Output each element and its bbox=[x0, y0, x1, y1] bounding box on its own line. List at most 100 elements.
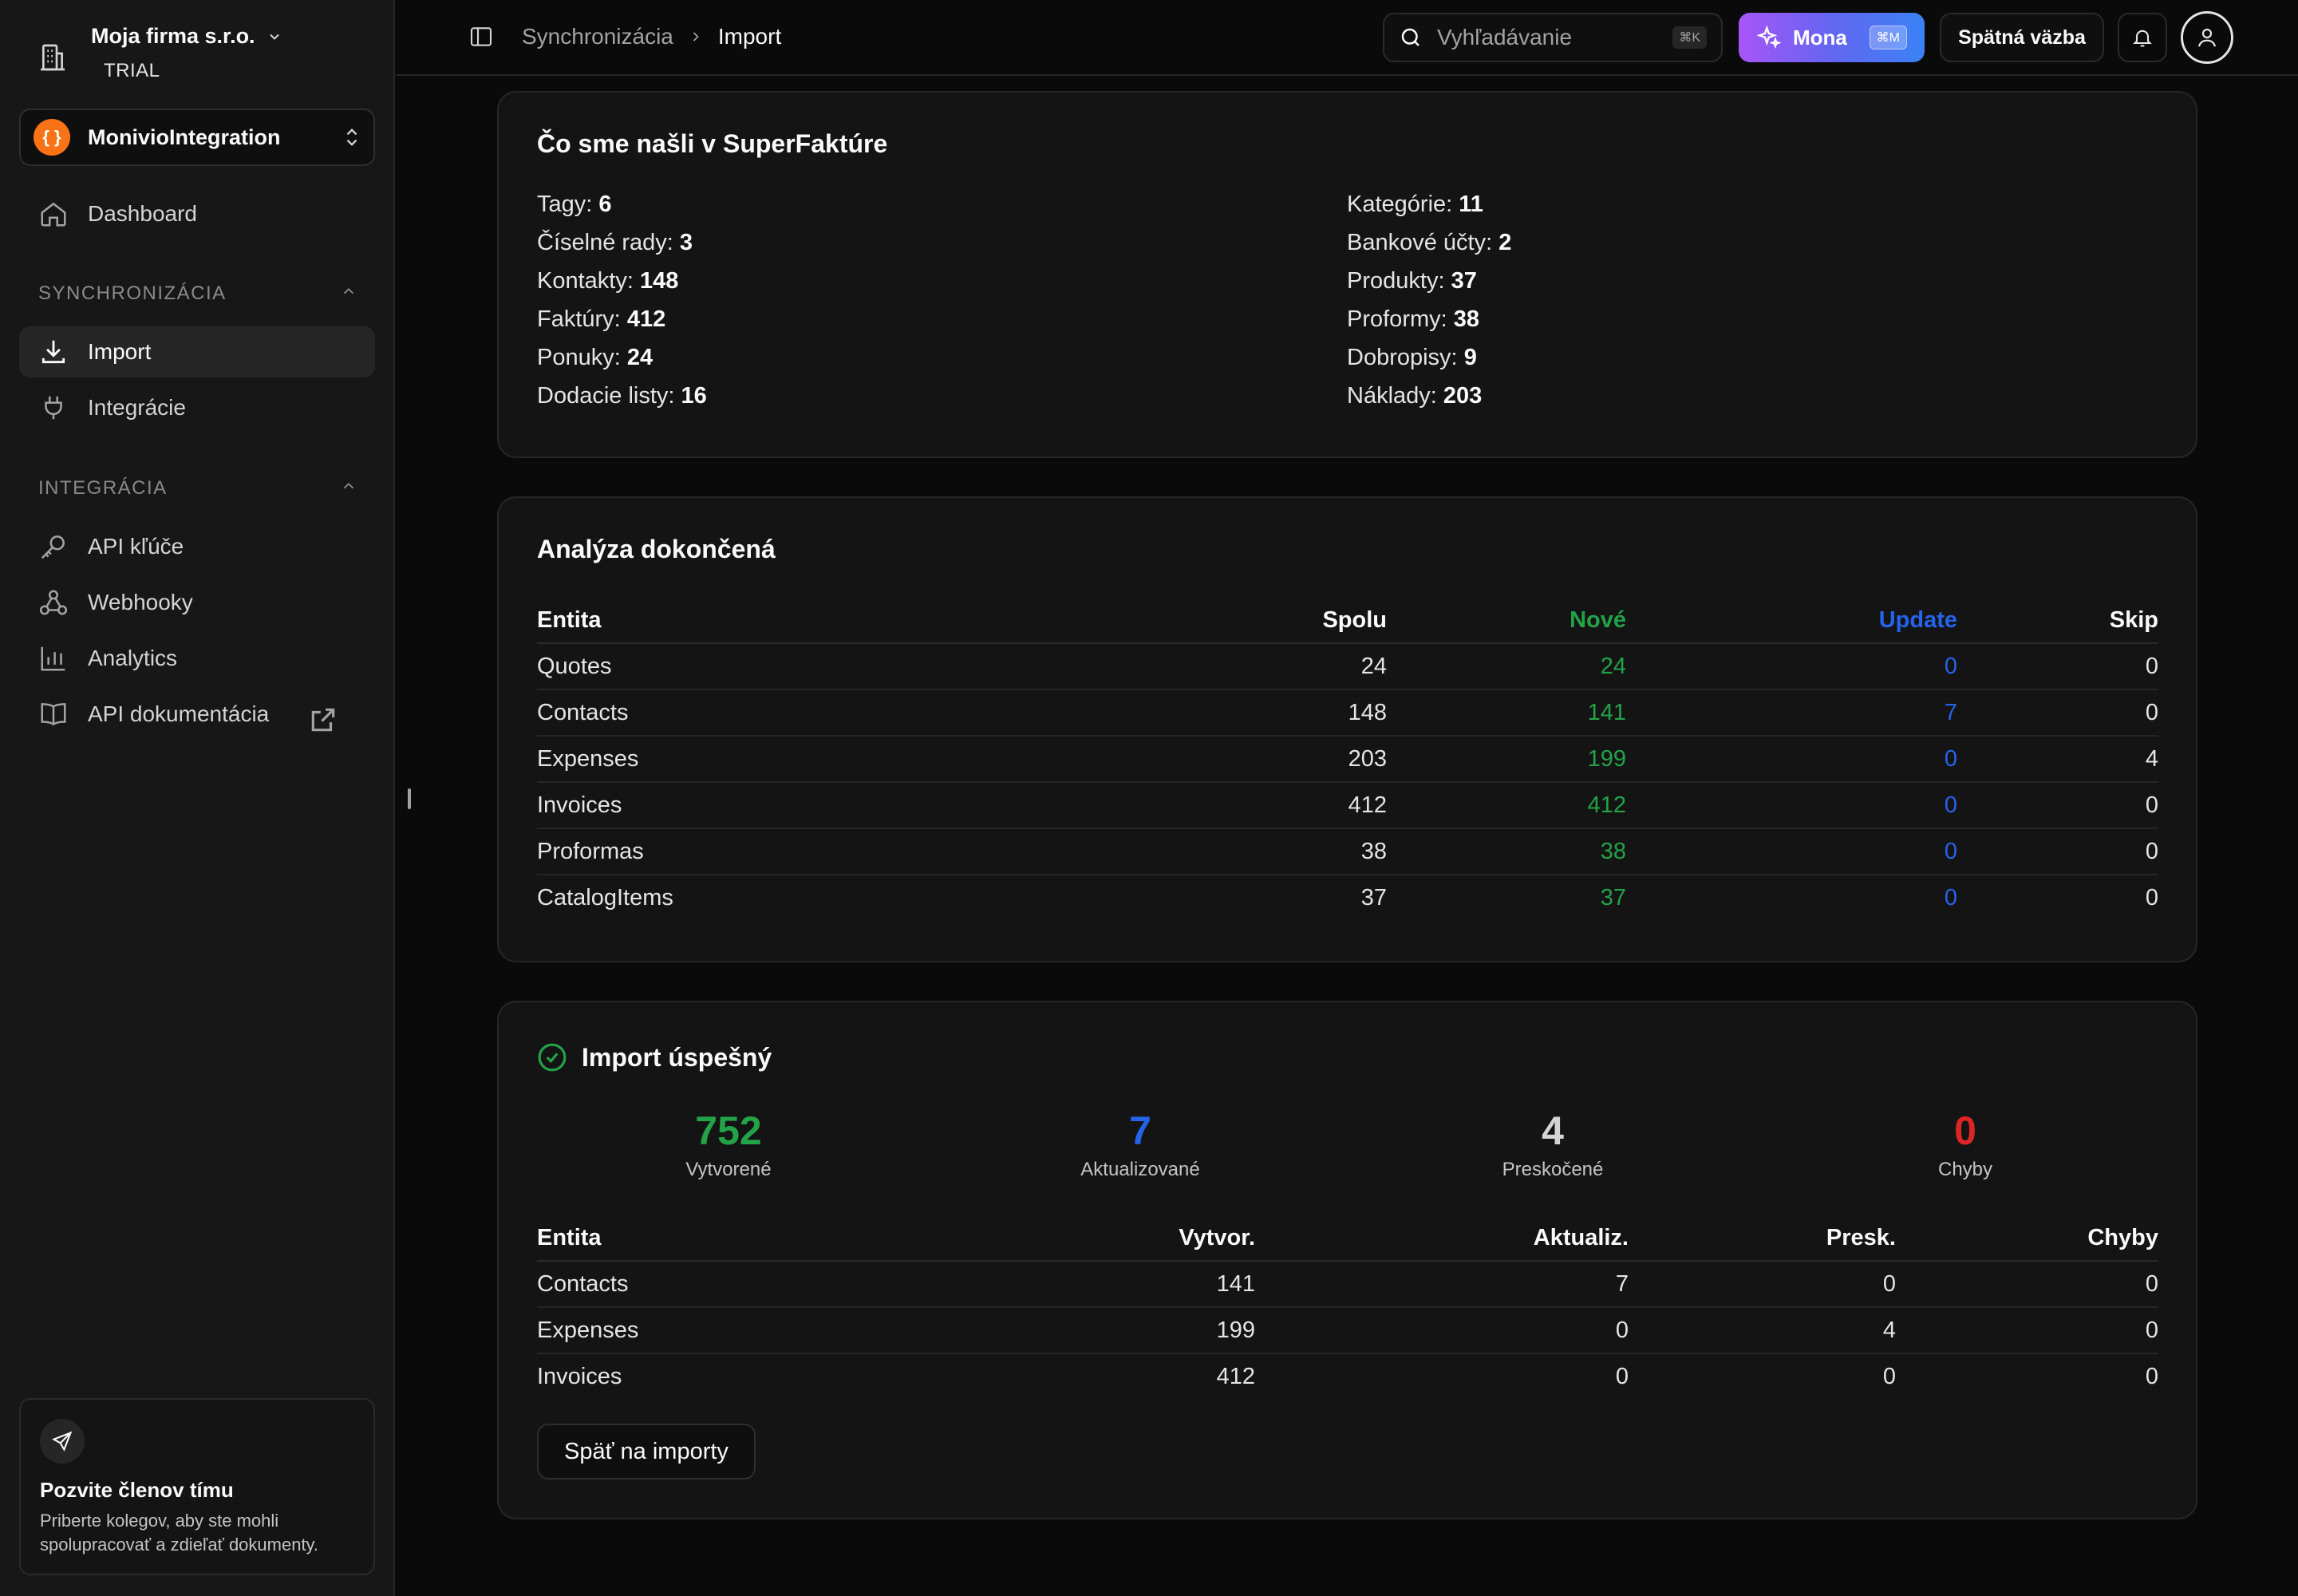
cell-created: 199 bbox=[936, 1307, 1255, 1354]
found-item: Kontakty: 148 bbox=[537, 268, 679, 294]
mona-shortcut: ⌘M bbox=[1869, 26, 1907, 49]
notifications-button[interactable] bbox=[2118, 13, 2167, 62]
breadcrumb-import: Import bbox=[717, 24, 782, 49]
cell-skip: 0 bbox=[2145, 885, 2158, 911]
sidebar-resize-handle[interactable] bbox=[408, 788, 411, 809]
chevron-up-icon bbox=[343, 287, 354, 294]
stat-updated-value: 7 bbox=[1129, 1108, 1151, 1153]
found-item: Bankové účty: 2 bbox=[1347, 230, 1512, 255]
found-item: Proformy: 38 bbox=[1347, 306, 1480, 332]
stat-skipped-value: 4 bbox=[1542, 1108, 1564, 1153]
table-header-row: Entita Spolu Nové Update Skip bbox=[537, 598, 2158, 644]
cell-entity: Invoices bbox=[537, 782, 1016, 829]
org-switcher[interactable]: Moja firma s.r.o. TRIAL bbox=[37, 19, 356, 94]
chevron-up-down-icon bbox=[346, 128, 357, 146]
section-title-sync: SYNCHRONIZÁCIA bbox=[38, 282, 227, 304]
col-new: Nové bbox=[1387, 598, 1626, 644]
cell-entity: Expenses bbox=[537, 736, 1016, 783]
table-row: Quotes 24 24 0 0 bbox=[537, 643, 2158, 690]
cell-updated: 7 bbox=[1255, 1261, 1629, 1308]
table-row: CatalogItems 37 37 0 0 bbox=[537, 875, 2158, 921]
nav-label: Integrácie bbox=[88, 395, 186, 420]
nav-webhooks[interactable]: Webhooky bbox=[19, 577, 375, 628]
invite-card[interactable]: Pozvite členov tímu Priberte kolegov, ab… bbox=[19, 1398, 375, 1575]
stat-created-label: Vytvorené bbox=[685, 1159, 772, 1180]
cell-update: 0 bbox=[1626, 828, 1957, 875]
cell-update: 7 bbox=[1626, 689, 1957, 737]
stat-skipped-label: Preskočené bbox=[1502, 1159, 1604, 1180]
col-errors: Chyby bbox=[1896, 1216, 2158, 1262]
cell-skip: 0 bbox=[1957, 782, 2158, 829]
key-icon bbox=[41, 535, 65, 559]
cell-skip: 0 bbox=[1957, 689, 2158, 737]
book-icon bbox=[41, 703, 66, 726]
col-entity: Entita bbox=[537, 598, 1016, 644]
back-to-imports-button[interactable]: Späť na importy bbox=[537, 1424, 756, 1479]
nav-integrations[interactable]: Integrácie bbox=[19, 382, 375, 433]
col-update: Update bbox=[1626, 598, 1957, 644]
breadcrumb-sync[interactable]: Synchronizácia bbox=[522, 24, 673, 49]
col-entity: Entita bbox=[537, 1216, 936, 1262]
nav-label: Webhooky bbox=[88, 590, 193, 614]
result-stats: 752 Vytvorené 7 Aktualizované 4 Preskoče… bbox=[537, 1108, 2158, 1195]
stat-errors-value: 0 bbox=[1954, 1108, 1976, 1153]
cell-errors: 0 bbox=[1896, 1261, 2158, 1308]
project-switcher[interactable]: { } MonivioIntegration bbox=[19, 109, 375, 166]
search-input[interactable]: Vyhľadávanie ⌘K bbox=[1383, 13, 1723, 62]
table-row: Proformas 38 38 0 0 bbox=[537, 828, 2158, 875]
nav-label: Dashboard bbox=[88, 201, 197, 226]
feedback-button[interactable]: Spätná väzba bbox=[1940, 13, 2104, 62]
cell-entity: Contacts bbox=[537, 689, 1016, 737]
analysis-table: Entita Spolu Nové Update Skip Quotes 24 … bbox=[537, 598, 2158, 921]
download-icon bbox=[41, 340, 65, 364]
nav-label: API dokumentácia bbox=[88, 701, 270, 726]
found-item: Tagy: 6 bbox=[537, 192, 612, 217]
nav-import[interactable]: Import bbox=[19, 326, 375, 377]
result-header: Import úspešný bbox=[537, 1042, 772, 1073]
table-row: Contacts 141 7 0 0 bbox=[537, 1261, 2158, 1308]
cell-total: 412 bbox=[1016, 782, 1387, 829]
search-icon bbox=[1401, 28, 1419, 46]
result-title: Import úspešný bbox=[582, 1042, 772, 1072]
cell-new: 37 bbox=[1600, 885, 1626, 911]
mona-ai-button[interactable]: Mona ⌘M bbox=[1739, 13, 1925, 62]
building-icon bbox=[41, 44, 65, 71]
nav-label: Analytics bbox=[88, 646, 178, 670]
nav-dashboard[interactable]: Dashboard bbox=[19, 188, 375, 239]
cell-total: 38 bbox=[1016, 828, 1387, 875]
found-stats-grid: Tagy: 6 Kategórie: 11 Číselné rady: 3 Ba… bbox=[537, 192, 2157, 421]
home-icon bbox=[41, 202, 66, 227]
table-row: Expenses 199 0 4 0 bbox=[537, 1307, 2158, 1354]
invite-description: Priberte kolegov, aby ste mohli spolupra… bbox=[40, 1511, 319, 1555]
nav-analytics[interactable]: Analytics bbox=[19, 633, 375, 684]
invite-avatar bbox=[40, 1419, 85, 1464]
plug-icon bbox=[45, 396, 62, 420]
col-skip: Skip bbox=[1957, 598, 2158, 644]
stat-updated: 7 Aktualizované bbox=[1021, 1108, 1260, 1181]
cell-skip: 0 bbox=[1957, 643, 2158, 690]
user-icon bbox=[2197, 28, 2217, 47]
cell-entity: Expenses bbox=[537, 1307, 936, 1354]
chevron-down-icon bbox=[269, 34, 279, 40]
mona-label: Mona bbox=[1793, 25, 1847, 49]
send-icon bbox=[52, 1431, 73, 1452]
nav-label: Import bbox=[88, 339, 152, 364]
cell-created: 412 bbox=[1216, 1364, 1255, 1389]
nav-api-keys[interactable]: API kľúče bbox=[19, 521, 375, 572]
stat-errors: 0 Chyby bbox=[1846, 1108, 2085, 1181]
found-item: Číselné rady: 3 bbox=[537, 230, 693, 255]
cell-new: 412 bbox=[1387, 782, 1626, 829]
cell-errors: 0 bbox=[1896, 1307, 2158, 1354]
cell-total: 37 bbox=[1360, 885, 1387, 911]
analysis-card: Analýza dokončená Entita Spolu Nové Upda… bbox=[497, 496, 2197, 962]
sidebar: Moja firma s.r.o. TRIAL { } MonivioInteg… bbox=[0, 0, 395, 1596]
stat-updated-label: Aktualizované bbox=[1080, 1159, 1200, 1180]
result-table: Entita Vytvor. Aktualiz. Presk. Chyby Co… bbox=[537, 1216, 2158, 1400]
cell-skipped: 4 bbox=[1629, 1307, 1896, 1354]
nav-api-docs[interactable]: API dokumentácia bbox=[19, 689, 375, 740]
cell-total: 24 bbox=[1016, 643, 1387, 690]
section-sync[interactable]: SYNCHRONIZÁCIA bbox=[38, 282, 357, 305]
user-avatar[interactable] bbox=[2181, 11, 2233, 64]
sidebar-toggle-icon[interactable] bbox=[468, 24, 494, 49]
section-integ[interactable]: INTEGRÁCIA bbox=[38, 477, 357, 500]
